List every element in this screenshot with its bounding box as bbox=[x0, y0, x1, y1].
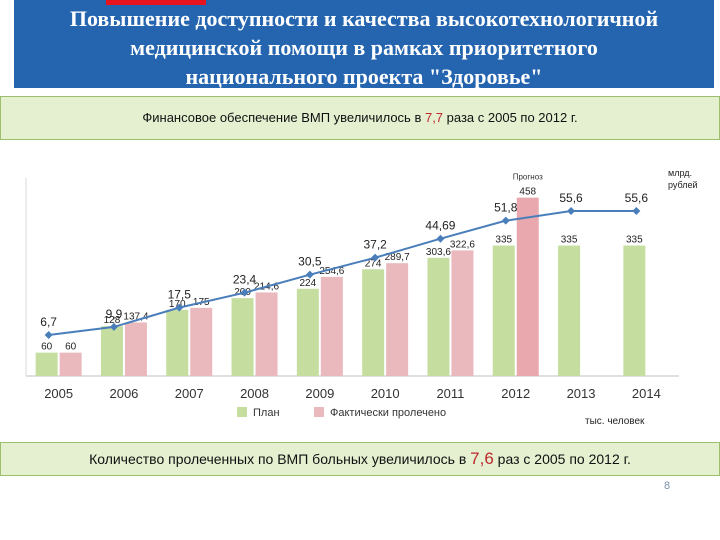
actual-bar-label: 322,6 bbox=[450, 239, 475, 250]
plan-bar bbox=[492, 245, 515, 376]
plan-bar-label: 335 bbox=[626, 235, 643, 246]
plan-bar bbox=[362, 269, 385, 376]
funding-value-label: 9,9 bbox=[106, 307, 123, 321]
funding-marker bbox=[175, 303, 184, 312]
x-tick-label: 2010 bbox=[371, 386, 400, 401]
bar-unit-label: тыс. человек bbox=[585, 416, 645, 427]
plan-bar-label: 274 bbox=[365, 258, 382, 269]
x-tick-label: 2011 bbox=[436, 386, 464, 401]
plan-bar bbox=[427, 257, 450, 376]
funding-value-label: 17,5 bbox=[168, 288, 192, 302]
plan-bar-label: 170 bbox=[169, 299, 186, 310]
page-number: 8 bbox=[664, 480, 671, 492]
forecast-label: Прогноз bbox=[513, 173, 543, 182]
funding-marker bbox=[44, 331, 53, 340]
x-tick-label: 2006 bbox=[109, 386, 138, 401]
funding-value-label: 55,6 bbox=[625, 191, 649, 205]
actual-bar bbox=[451, 250, 474, 376]
funding-value-label: 55,6 bbox=[559, 191, 583, 205]
funding-banner-suffix: раза с 2005 по 2012 г. bbox=[443, 110, 578, 125]
funding-banner-text: Финансовое обеспечение ВМП увеличилось в bbox=[142, 110, 425, 125]
plan-bar-label: 303,6 bbox=[426, 247, 451, 258]
actual-bar-label: 458 bbox=[519, 187, 536, 198]
funding-value-label: 23,4 bbox=[233, 273, 257, 287]
plan-bar-label: 224 bbox=[300, 278, 317, 289]
plan-bar bbox=[296, 288, 319, 376]
plan-bar bbox=[231, 298, 254, 376]
actual-bar bbox=[59, 352, 82, 376]
plan-bar bbox=[623, 245, 646, 376]
actual-bar-label: 289,7 bbox=[385, 252, 410, 263]
legend-actual-swatch bbox=[314, 407, 324, 417]
actual-bar-label: 60 bbox=[65, 342, 77, 353]
funding-multiplier: 7,7 bbox=[424, 110, 444, 125]
patients-banner-suffix: раз с 2005 по 2012 г. bbox=[493, 451, 631, 467]
legend-actual-label: Фактически пролечено bbox=[330, 407, 446, 419]
funding-marker bbox=[240, 288, 249, 297]
x-tick-label: 2007 bbox=[175, 386, 204, 401]
x-tick-label: 2014 bbox=[632, 386, 661, 401]
x-tick-label: 2008 bbox=[240, 386, 269, 401]
actual-bar-label: 254,6 bbox=[319, 266, 344, 277]
funding-marker bbox=[305, 270, 314, 279]
funding-value-label: 44,69 bbox=[425, 219, 455, 233]
actual-bar-label: 137,4 bbox=[123, 311, 148, 322]
funding-banner: Финансовое обеспечение ВМП увеличилось в… bbox=[0, 96, 720, 140]
plan-bar bbox=[100, 326, 123, 376]
funding-marker bbox=[436, 234, 445, 243]
actual-bar bbox=[386, 263, 409, 376]
plan-bar bbox=[35, 352, 58, 376]
x-tick-label: 2009 bbox=[305, 386, 334, 401]
patients-banner-text: Количество пролеченных по ВМП больных ув… bbox=[89, 451, 471, 467]
actual-bar bbox=[516, 197, 539, 376]
funding-marker bbox=[632, 207, 641, 216]
title-bar: Повышение доступности и качества высокот… bbox=[14, 0, 714, 88]
actual-bar bbox=[320, 276, 343, 376]
actual-bar bbox=[124, 322, 147, 376]
actual-bar bbox=[190, 307, 213, 376]
legend-plan-label: План bbox=[253, 407, 280, 419]
plan-bar-label: 60 bbox=[41, 342, 53, 353]
funding-marker bbox=[371, 253, 380, 262]
x-tick-label: 2005 bbox=[44, 386, 73, 401]
funding-value-label: 6,7 bbox=[40, 315, 57, 329]
funding-marker bbox=[501, 216, 510, 225]
funding-value-label: 37,2 bbox=[363, 238, 387, 252]
plan-bar bbox=[166, 309, 189, 376]
actual-bar bbox=[255, 292, 278, 376]
title-accent-stripe bbox=[106, 0, 206, 5]
funding-value-label: 51,8 bbox=[494, 201, 518, 215]
plan-bar bbox=[558, 245, 581, 376]
plan-bar-label: 335 bbox=[495, 235, 512, 246]
patients-banner: Количество пролеченных по ВМП больных ув… bbox=[0, 442, 720, 476]
chart-area: 60602005128137,420061701752007200214,620… bbox=[25, 168, 698, 427]
line-unit-label: млрд. рублей bbox=[668, 168, 698, 190]
funding-marker bbox=[567, 207, 576, 216]
funding-value-label: 30,5 bbox=[298, 255, 322, 269]
legend-plan-swatch bbox=[237, 407, 247, 417]
plan-bar-label: 335 bbox=[561, 235, 578, 246]
x-tick-label: 2013 bbox=[567, 386, 596, 401]
funding-marker bbox=[109, 322, 118, 331]
funding-line bbox=[48, 210, 637, 337]
x-tick-label: 2012 bbox=[501, 386, 530, 401]
patients-multiplier: 7,6 bbox=[470, 449, 494, 468]
slide-title: Повышение доступности и качества высокот… bbox=[69, 6, 659, 88]
plan-bar-label: 128 bbox=[104, 315, 121, 326]
